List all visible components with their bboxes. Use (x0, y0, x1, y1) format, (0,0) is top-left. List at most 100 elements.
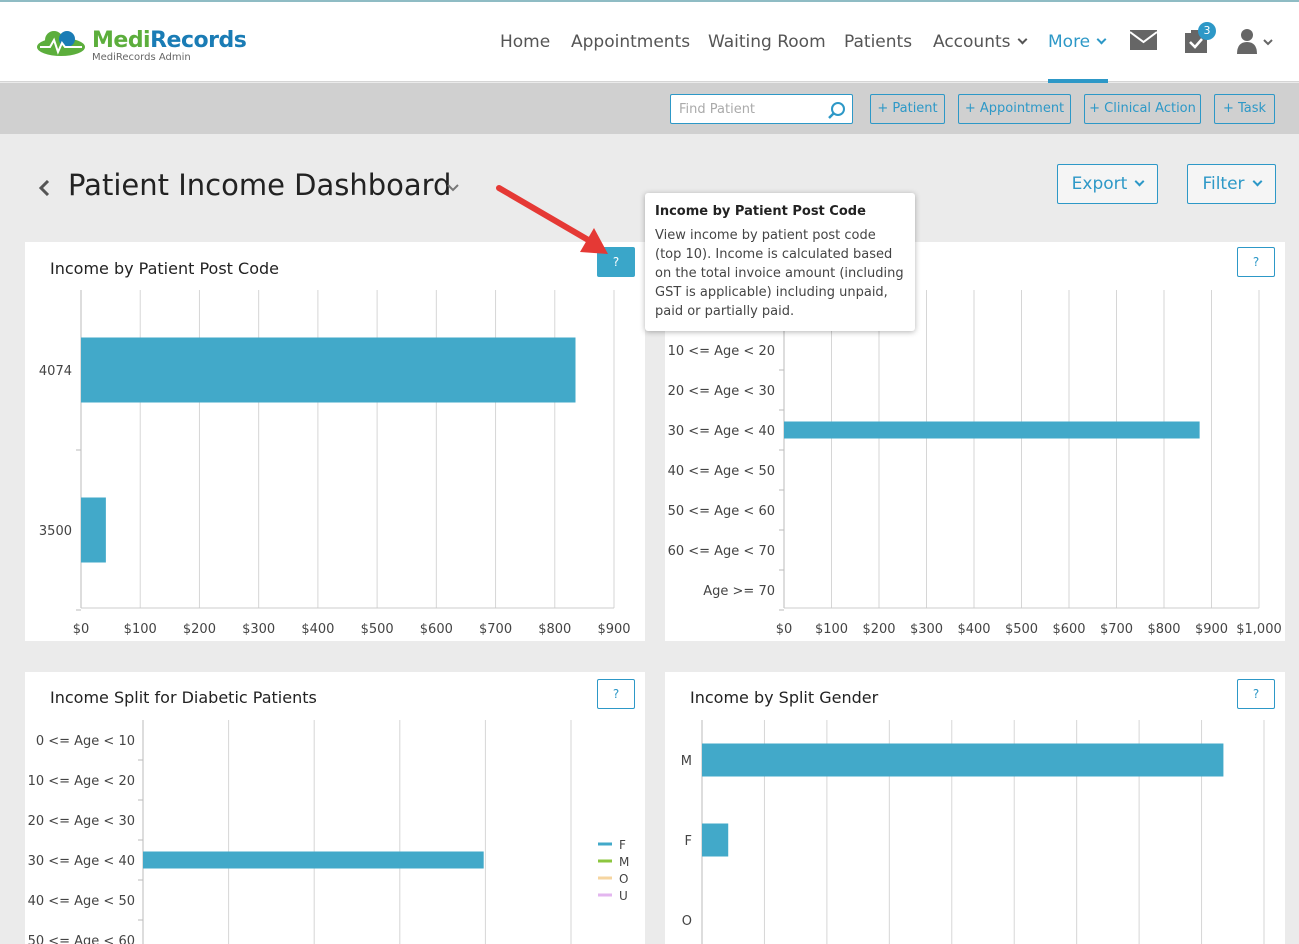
category-label: M (681, 754, 692, 769)
filter-label: Filter (1202, 174, 1245, 194)
nav-more-label: More (1048, 32, 1091, 52)
back-chevron-icon[interactable] (38, 180, 50, 196)
add-patient-button[interactable]: + Patient (870, 94, 945, 124)
x-tick-label: $400 (301, 622, 334, 637)
chevron-down-icon (1017, 34, 1027, 45)
active-nav-indicator (1048, 79, 1108, 83)
bar-f (702, 823, 729, 857)
x-tick-label: $900 (597, 622, 630, 637)
legend-label-m: M (619, 855, 629, 869)
legend-label-u: U (619, 889, 628, 903)
top-navigation: MediRecords MediRecords Admin Home Appoi… (0, 0, 1299, 83)
chart-panel-post-code: Income by Patient Post Code ? $0 $100 $200… (25, 242, 645, 641)
x-tick-label: $400 (957, 622, 990, 637)
chart-title-gender: Income by Split Gender (690, 688, 879, 707)
export-label: Export (1071, 174, 1128, 194)
category-label: 10 <= Age < 20 (668, 344, 775, 359)
category-label: Age >= 70 (703, 584, 775, 599)
export-button[interactable]: Export (1057, 164, 1158, 204)
bar-3500 (81, 497, 106, 563)
add-task-button[interactable]: + Task (1214, 94, 1275, 124)
category-label: 4074 (39, 364, 72, 379)
chevron-down-icon (1252, 176, 1262, 187)
nav-patients[interactable]: Patients (844, 32, 913, 52)
chart-title-post-code: Income by Patient Post Code (50, 259, 279, 278)
x-tick-label: $100 (124, 622, 157, 637)
chart-panel-gender: Income by Split Gender ? M F O (665, 672, 1285, 944)
x-tick-label: $0 (776, 622, 793, 637)
x-tick-label: $200 (183, 622, 216, 637)
category-label: 60 <= Age < 70 (668, 544, 775, 559)
find-patient-box (670, 94, 853, 124)
chevron-down-icon (1134, 176, 1145, 187)
chart-title-diabetic: Income Split for Diabetic Patients (50, 688, 317, 707)
chart-age-group: $0 $100 $200 $300 $400 $500 $600 $700 $800 $900 $1… (668, 290, 1282, 637)
x-tick-label: $600 (1052, 622, 1085, 637)
x-tick-label: $300 (242, 622, 275, 637)
bar-30-age-40 (143, 851, 484, 869)
brand-name: MediRecords (92, 28, 247, 53)
nav-home[interactable]: Home (500, 32, 551, 52)
x-tick-label: $500 (361, 622, 394, 637)
category-label: 20 <= Age < 30 (668, 384, 775, 399)
category-label: 0 <= Age < 10 (36, 734, 135, 749)
x-tick-label: $300 (910, 622, 943, 637)
nav-waiting-room[interactable]: Waiting Room (708, 32, 826, 52)
category-label: 30 <= Age < 40 (28, 854, 135, 869)
help-button-gender[interactable]: ? (1237, 679, 1275, 709)
category-label: 30 <= Age < 40 (668, 424, 775, 439)
x-tick-label: $800 (1147, 622, 1180, 637)
bar-30-age-40 (784, 421, 1200, 439)
category-label: 50 <= Age < 60 (28, 934, 135, 944)
user-menu-button[interactable] (1237, 28, 1277, 60)
x-tick-label: $500 (1005, 622, 1038, 637)
action-toolbar: + Patient + Appointment + Clinical Actio… (0, 83, 1299, 134)
tasks-count-badge: 3 (1198, 22, 1216, 40)
nav-more[interactable]: More (1048, 32, 1107, 52)
bar-4074 (81, 337, 576, 403)
x-tick-label: $700 (1100, 622, 1133, 637)
tooltip-body: View income by patient post code (top 10… (655, 228, 904, 319)
x-tick-label: $0 (73, 622, 90, 637)
filter-button[interactable]: Filter (1187, 164, 1276, 204)
tasks-button[interactable]: 3 (1184, 22, 1216, 58)
help-tooltip: Income by Patient Post Code View income … (645, 193, 915, 331)
messages-button[interactable] (1129, 30, 1158, 56)
medirecords-logo[interactable]: MediRecords MediRecords Admin (34, 24, 247, 66)
page-title: Patient Income Dashboard (68, 168, 452, 202)
help-button-diabetic[interactable]: ? (597, 679, 635, 709)
cloud-logo-icon (37, 31, 85, 56)
legend-label-f: F (619, 838, 626, 852)
nav-accounts[interactable]: Accounts (933, 32, 1027, 52)
nav-appointments[interactable]: Appointments (571, 32, 691, 52)
tooltip-title: Income by Patient Post Code (655, 204, 866, 219)
x-tick-label: $700 (479, 622, 512, 637)
category-label: 20 <= Age < 30 (28, 814, 135, 829)
title-dropdown-icon[interactable] (446, 183, 460, 193)
x-tick-label: $600 (420, 622, 453, 637)
chart-post-code: $0 $100 $200 $300 $400 $500 $600 $700 $800 $900 40… (39, 290, 631, 637)
chart-panel-diabetic: Income Split for Diabetic Patients ? 0 <… (25, 672, 645, 944)
add-clinical-action-button[interactable]: + Clinical Action (1084, 94, 1201, 124)
x-tick-label: $200 (862, 622, 895, 637)
envelope-icon (1129, 30, 1158, 50)
category-label: 40 <= Age < 50 (668, 464, 775, 479)
x-tick-label: $800 (538, 622, 571, 637)
find-patient-input[interactable] (671, 95, 821, 123)
x-tick-label: $900 (1195, 622, 1228, 637)
chevron-down-icon (1096, 34, 1107, 45)
brand-subtitle: MediRecords Admin (92, 52, 191, 63)
help-button-age-group[interactable]: ? (1237, 247, 1275, 277)
category-label: 50 <= Age < 60 (668, 504, 775, 519)
category-label: 40 <= Age < 50 (28, 894, 135, 909)
legend-label-o: O (619, 872, 628, 886)
user-icon (1237, 29, 1273, 54)
nav-accounts-label: Accounts (933, 32, 1011, 52)
category-label: O (682, 914, 692, 929)
search-icon[interactable] (828, 101, 846, 119)
x-tick-label: $1,000 (1236, 622, 1282, 637)
category-label: 3500 (39, 524, 72, 539)
bar-m (702, 743, 1224, 777)
chart-diabetic: 0 <= Age < 10 10 <= Age < 20 20 <= Age < 3… (28, 720, 629, 944)
add-appointment-button[interactable]: + Appointment (958, 94, 1071, 124)
